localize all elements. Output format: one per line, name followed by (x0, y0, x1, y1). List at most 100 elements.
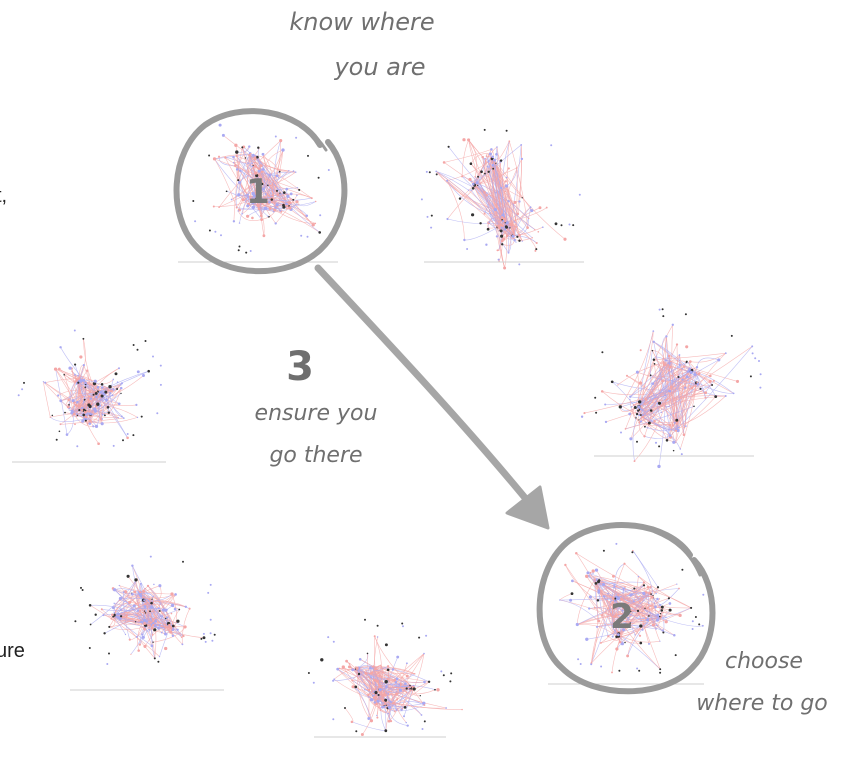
network-node (377, 671, 380, 674)
network-node (49, 416, 51, 418)
network-node (629, 593, 633, 597)
network-node (594, 582, 598, 585)
network-node (477, 175, 480, 178)
network-node (500, 226, 503, 229)
network-node (627, 617, 629, 619)
network-node (105, 398, 108, 402)
network-node (405, 721, 407, 724)
network-node (237, 179, 240, 182)
network-node (615, 647, 619, 651)
network-node (221, 133, 225, 137)
network-node (477, 184, 479, 187)
network-node (652, 330, 655, 332)
network-node (158, 624, 161, 627)
network-node (609, 600, 612, 603)
network-node (651, 349, 654, 352)
network-graph-4 (580, 308, 762, 469)
network-node (611, 615, 614, 618)
network-edge (477, 183, 485, 193)
network-edge (618, 593, 651, 634)
network-node (237, 210, 239, 212)
network-outlier-node (518, 263, 521, 266)
network-node (82, 413, 86, 417)
network-node (668, 423, 672, 427)
network-node (106, 387, 109, 389)
network-graph-1 (178, 123, 338, 263)
network-node (473, 185, 476, 187)
network-node (667, 354, 671, 358)
network-node (87, 413, 89, 415)
network-outlier-node (595, 411, 598, 414)
network-edge (626, 375, 675, 423)
network-node (583, 412, 586, 415)
network-node (118, 617, 122, 621)
network-node (479, 222, 482, 225)
network-node (641, 415, 645, 419)
network-edge (90, 604, 146, 622)
network-node (158, 609, 161, 612)
network-outlier-node (420, 198, 423, 201)
network-node (152, 595, 154, 598)
network-node (647, 421, 651, 425)
network-node (218, 155, 220, 158)
network-edge (615, 593, 651, 609)
network-node (681, 378, 684, 381)
network-node (499, 186, 503, 190)
network-node (526, 226, 529, 229)
network-node (571, 579, 574, 583)
network-edge (108, 388, 122, 413)
network-node (119, 386, 123, 390)
network-outlier-node (694, 616, 697, 618)
network-outlier-node (658, 445, 661, 448)
network-node (102, 392, 105, 396)
network-node (685, 345, 689, 349)
network-edge (643, 585, 654, 626)
network-node (84, 381, 87, 385)
network-node (87, 399, 90, 402)
ensure-label-line1: ensure you (255, 401, 378, 426)
network-node (660, 411, 663, 414)
network-outlier-node (182, 560, 184, 563)
network-node (351, 668, 355, 672)
network-node (613, 599, 616, 602)
network-node (660, 408, 663, 410)
network-node (474, 176, 476, 178)
network-node (420, 714, 423, 716)
network-outlier-node (691, 628, 694, 630)
network-edge (482, 157, 514, 237)
network-edge (368, 694, 395, 712)
network-node (491, 155, 495, 159)
network-outlier-node (332, 718, 335, 721)
network-outlier-node (209, 632, 212, 635)
network-node (641, 408, 644, 411)
network-node (234, 164, 237, 167)
network-node (492, 158, 496, 162)
network-edge (591, 596, 616, 664)
network-node (118, 596, 123, 601)
network-node (626, 654, 630, 658)
network-node (170, 592, 174, 596)
network-outlier-node (425, 170, 428, 173)
network-node (148, 628, 151, 631)
network-node (94, 391, 98, 395)
network-node (699, 387, 702, 390)
network-edge (237, 210, 262, 222)
network-node (285, 202, 288, 206)
network-node (371, 695, 374, 697)
network-edge (344, 707, 354, 723)
network-edge (99, 405, 138, 418)
network-node (102, 614, 105, 617)
network-node (648, 642, 650, 645)
network-node (146, 602, 148, 604)
network-node (366, 652, 369, 655)
network-edge (654, 363, 697, 385)
network-node (665, 335, 668, 338)
network-node (295, 200, 299, 204)
network-node (365, 669, 367, 671)
network-node (377, 693, 380, 697)
network-node (150, 644, 154, 648)
network-edge (43, 381, 51, 418)
network-node (668, 608, 672, 612)
network-edge (591, 579, 598, 664)
network-node (387, 712, 390, 715)
